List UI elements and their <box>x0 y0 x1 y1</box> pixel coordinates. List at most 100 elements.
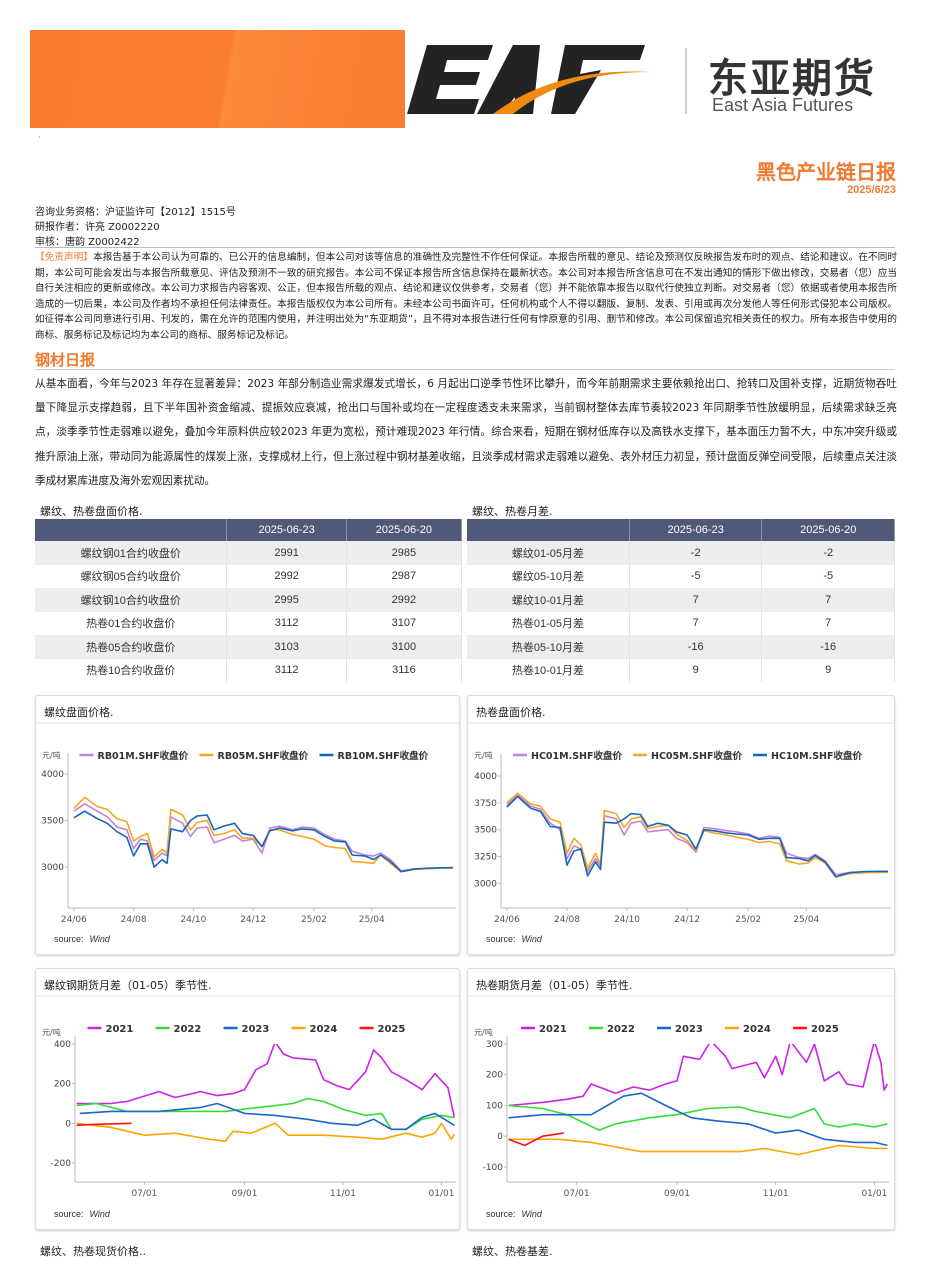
series-line-2021 <box>76 1044 456 1118</box>
y-unit-label: 元/吨 <box>474 1027 493 1037</box>
y-tick-label: 3000 <box>41 863 64 873</box>
company-name-en: East Asia Futures <box>712 95 854 115</box>
next-section-title: 螺纹、热卷现货价格.. <box>40 1245 146 1258</box>
legend-label: 2022 <box>607 1024 635 1035</box>
table-cell: 热卷01-05月差 <box>467 611 630 635</box>
x-tick-label: 11/01 <box>763 1189 789 1199</box>
series-line-2024 <box>76 1122 456 1142</box>
x-tick-label: 25/04 <box>359 915 385 925</box>
table-cell: 螺纹钢01合约收盘价 <box>35 541 228 565</box>
y-tick-label: -200 <box>51 1159 72 1169</box>
chart-title: 螺纹钢期货月差（01-05）季节性. <box>44 979 212 992</box>
table-cell: 2992 <box>226 564 347 588</box>
table-cell: 2992 <box>346 588 463 612</box>
table-cell: 3103 <box>226 635 347 659</box>
chart-title: 螺纹盘面价格. <box>44 706 114 719</box>
section-body: 从基本面看，今年与2023 年存在显著差异：2023 年部分制造业需求爆发式增长… <box>35 378 897 487</box>
disclaimer: 【免责声明】本报告基于本公司认为可靠的、已公开的信息编制，但本公司对该等信息的准… <box>35 250 897 344</box>
series-line-2025 <box>508 1132 564 1147</box>
table-cell: 3112 <box>226 658 347 682</box>
table-cell: 螺纹钢10合约收盘价 <box>35 588 228 612</box>
y-tick-label: 0 <box>497 1132 503 1142</box>
x-tick-label: 01/01 <box>861 1189 887 1199</box>
x-tick-label: 09/01 <box>664 1189 690 1199</box>
table-row: 热卷01-05月差 7 7 <box>467 611 895 635</box>
y-tick-label: 3500 <box>41 817 64 827</box>
y-tick-label: 200 <box>54 1080 71 1090</box>
series-line-HC01M.SHF收盘价 <box>506 794 889 876</box>
divider <box>35 247 895 248</box>
y-tick-label: 3000 <box>474 879 497 889</box>
column-header: 2025-06-20 <box>346 519 463 541</box>
table-cell: 7 <box>761 611 895 635</box>
chart-svg: 元/吨 -200 0 200 400 07/01 09/01 11/01 01/01 2021 20… <box>36 995 459 1199</box>
x-tick-label: 24/10 <box>180 915 206 925</box>
table-cell: 2991 <box>226 541 347 565</box>
table-cell: -2 <box>629 541 763 565</box>
table-cell: -16 <box>629 635 763 659</box>
source-name: Wind <box>521 1209 542 1219</box>
series-line-RB05M.SHF收盘价 <box>73 796 454 873</box>
y-tick-label: 4000 <box>474 772 497 782</box>
futures-price-table: 2025-06-23 2025-06-20 螺纹钢01合约收盘价 2991 2985 螺纹… <box>35 519 463 682</box>
series-line-2023 <box>79 1102 455 1131</box>
chart-title: 热卷期货月差（01-05）季节性. <box>476 979 633 992</box>
logo-divider <box>685 48 687 114</box>
y-tick-label: 400 <box>54 1040 71 1050</box>
company-name-cn: 东亚期货 <box>708 56 876 102</box>
legend-label: 2025 <box>378 1024 406 1035</box>
section-title: 钢材日报 <box>35 351 96 369</box>
table-cell: 热卷05-10月差 <box>467 635 630 659</box>
series-line-2022 <box>76 1097 455 1131</box>
table-cell: -16 <box>761 635 895 659</box>
table-cell: 2985 <box>346 541 463 565</box>
column-header <box>467 519 630 541</box>
reviewer-info: 审核：唐韵 Z0002422 <box>35 237 140 248</box>
table-row: 热卷10合约收盘价 3112 3116 <box>35 658 463 682</box>
report-title: 黑色产业链日报 <box>756 160 896 184</box>
x-tick-label: 25/04 <box>793 915 819 925</box>
series-line-2025 <box>76 1122 132 1127</box>
x-tick-label: 25/02 <box>735 915 761 925</box>
table-cell: 热卷10-01月差 <box>467 658 630 682</box>
table-cell: 3112 <box>226 611 347 635</box>
table-cell: 7 <box>629 588 763 612</box>
legend-label: 2021 <box>539 1024 567 1035</box>
eaf-logo <box>407 45 650 114</box>
table-cell: -5 <box>629 564 763 588</box>
table-row: 螺纹钢05合约收盘价 2992 2987 <box>35 564 463 588</box>
column-header <box>35 519 228 541</box>
legend-label: HC10M.SHF收盘价 <box>771 750 862 762</box>
legend-label: 2024 <box>743 1024 771 1035</box>
table-row: 螺纹10-01月差 7 7 <box>467 588 895 612</box>
column-header: 2025-06-23 <box>226 519 347 541</box>
source-name: Wind <box>89 1209 110 1219</box>
table-cell: 3116 <box>346 658 463 682</box>
legend-label: 2022 <box>174 1024 202 1035</box>
source-label: source: <box>486 934 516 944</box>
chart-title: 热卷盘面价格. <box>476 706 546 719</box>
table-row: 热卷05合约收盘价 3103 3100 <box>35 635 463 659</box>
next-section-title: 螺纹、热卷基差. <box>472 1245 553 1258</box>
series-line-2024 <box>508 1138 888 1156</box>
source-name: Wind <box>521 934 542 944</box>
y-tick-label: 100 <box>486 1101 503 1111</box>
table-cell: 热卷05合约收盘价 <box>35 635 228 659</box>
disclaimer-tag: 【免责声明】 <box>35 252 94 263</box>
chart-source: source: Wind <box>54 1209 110 1219</box>
series-line-2023 <box>508 1092 888 1147</box>
legend-label: 2023 <box>242 1024 270 1035</box>
table-cell: 3100 <box>346 635 463 659</box>
source-label: source: <box>486 1209 516 1219</box>
x-tick-label: 24/08 <box>121 915 147 925</box>
source-name: Wind <box>89 934 110 944</box>
y-unit-label: 元/吨 <box>42 1027 61 1037</box>
x-tick-label: 01/01 <box>429 1189 455 1199</box>
y-unit-label: 元/吨 <box>474 750 493 760</box>
legend-label: HC01M.SHF收盘价 <box>531 750 622 762</box>
y-tick-label: 3750 <box>474 799 497 809</box>
series-line-HC05M.SHF收盘价 <box>506 792 889 878</box>
column-header: 2025-06-20 <box>761 519 895 541</box>
legend-label: RB10M.SHF收盘价 <box>338 750 429 762</box>
legend-label: 2023 <box>675 1024 703 1035</box>
